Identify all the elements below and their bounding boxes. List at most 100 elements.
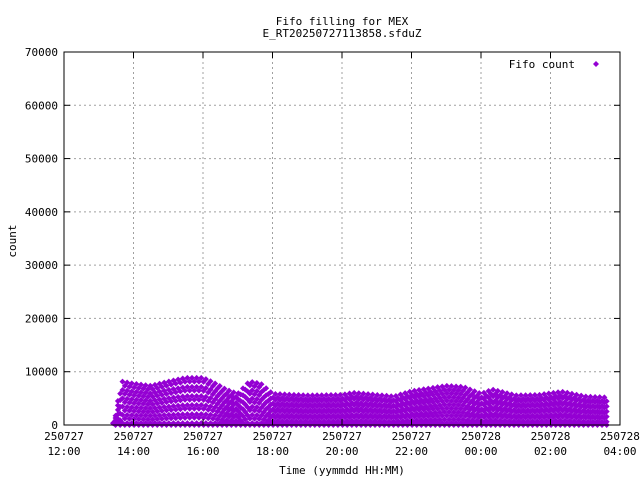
data-point xyxy=(253,379,260,386)
x-tick-label-date: 250727 xyxy=(114,430,154,443)
data-point xyxy=(188,402,195,409)
x-tick-label-date: 250727 xyxy=(44,430,84,443)
data-point xyxy=(448,383,455,390)
data-point xyxy=(564,389,571,396)
data-point xyxy=(202,393,209,400)
legend-label: Fifo count xyxy=(509,58,575,71)
data-point xyxy=(182,414,189,421)
data-point xyxy=(212,380,219,387)
data-point xyxy=(188,374,195,381)
data-point xyxy=(128,380,135,387)
data-point xyxy=(508,402,515,409)
data-point xyxy=(508,414,515,421)
x-tick-label-date: 250727 xyxy=(392,430,432,443)
data-point xyxy=(249,395,256,402)
data-point xyxy=(172,389,179,396)
data-point xyxy=(476,390,483,397)
data-point xyxy=(172,406,179,413)
data-point xyxy=(249,411,256,418)
data-point xyxy=(286,391,293,398)
data-point xyxy=(499,389,506,396)
data-point xyxy=(119,411,126,418)
data-point xyxy=(124,412,131,419)
data-point xyxy=(119,378,126,385)
data-point xyxy=(267,389,274,396)
data-point xyxy=(603,408,610,415)
data-point xyxy=(138,397,145,404)
data-point xyxy=(188,392,195,399)
data-point xyxy=(193,374,200,381)
data-point xyxy=(163,407,170,414)
data-point xyxy=(172,380,179,387)
data-point xyxy=(191,396,198,403)
data-point xyxy=(168,381,175,388)
data-point xyxy=(188,383,195,390)
data-point xyxy=(124,403,131,410)
data-point xyxy=(163,415,170,422)
data-point xyxy=(207,403,214,410)
y-tick-label: 10000 xyxy=(25,366,58,379)
data-point xyxy=(466,386,473,393)
data-point xyxy=(300,392,307,399)
data-point xyxy=(158,407,165,414)
data-point xyxy=(601,394,608,401)
data-point xyxy=(258,381,265,388)
data-point xyxy=(128,412,135,419)
data-point xyxy=(504,390,511,397)
data-point xyxy=(314,392,321,399)
data-point xyxy=(198,374,205,381)
data-point xyxy=(578,392,585,399)
data-point xyxy=(186,387,193,394)
data-point xyxy=(198,402,205,409)
data-point xyxy=(184,402,191,409)
y-tick-label: 0 xyxy=(51,419,58,432)
data-point xyxy=(471,388,478,395)
data-point xyxy=(128,404,135,411)
data-point xyxy=(272,390,279,397)
data-point xyxy=(582,393,589,400)
x-tick-labels: 250727 12:00 250727 14:00 250727 16:00 250727 1… xyxy=(44,430,640,458)
data-point xyxy=(163,399,170,406)
data-point xyxy=(253,412,260,419)
axis-ticks xyxy=(63,51,621,426)
x-tick-label-time: 16:00 xyxy=(186,445,219,458)
data-point xyxy=(603,418,610,425)
data-point xyxy=(443,382,450,389)
data-point xyxy=(195,414,202,421)
data-point xyxy=(168,398,175,405)
data-point xyxy=(119,386,126,393)
x-axis-label: Time (yymmdd HH:MM) xyxy=(279,464,405,477)
data-point xyxy=(277,391,284,398)
data-point xyxy=(142,412,149,419)
chart-subtitle: E_RT20250727113858.sfduZ xyxy=(263,27,422,40)
y-tick-label: 30000 xyxy=(25,259,58,272)
data-point xyxy=(327,392,334,399)
y-tick-label: 70000 xyxy=(25,46,58,59)
x-tick-label-date: 250727 xyxy=(183,430,223,443)
data-points xyxy=(110,374,610,428)
data-point xyxy=(124,395,131,402)
data-point xyxy=(207,395,214,402)
data-point xyxy=(133,381,140,388)
data-point xyxy=(149,416,156,423)
data-point xyxy=(138,389,145,396)
data-point xyxy=(138,381,145,388)
data-point xyxy=(573,391,580,398)
data-point xyxy=(142,404,149,411)
data-point xyxy=(374,391,381,398)
data-point xyxy=(592,393,599,400)
data-point xyxy=(202,384,209,391)
data-point xyxy=(149,408,156,415)
data-point xyxy=(186,378,193,385)
grid-lines xyxy=(64,52,620,425)
data-point xyxy=(198,392,205,399)
data-point xyxy=(154,416,161,423)
data-point xyxy=(163,382,170,389)
data-point xyxy=(119,395,126,402)
x-tick-label-date: 250728 xyxy=(531,430,571,443)
data-point xyxy=(119,403,126,410)
data-point xyxy=(383,392,390,399)
data-point xyxy=(186,405,193,412)
data-point xyxy=(177,415,184,422)
